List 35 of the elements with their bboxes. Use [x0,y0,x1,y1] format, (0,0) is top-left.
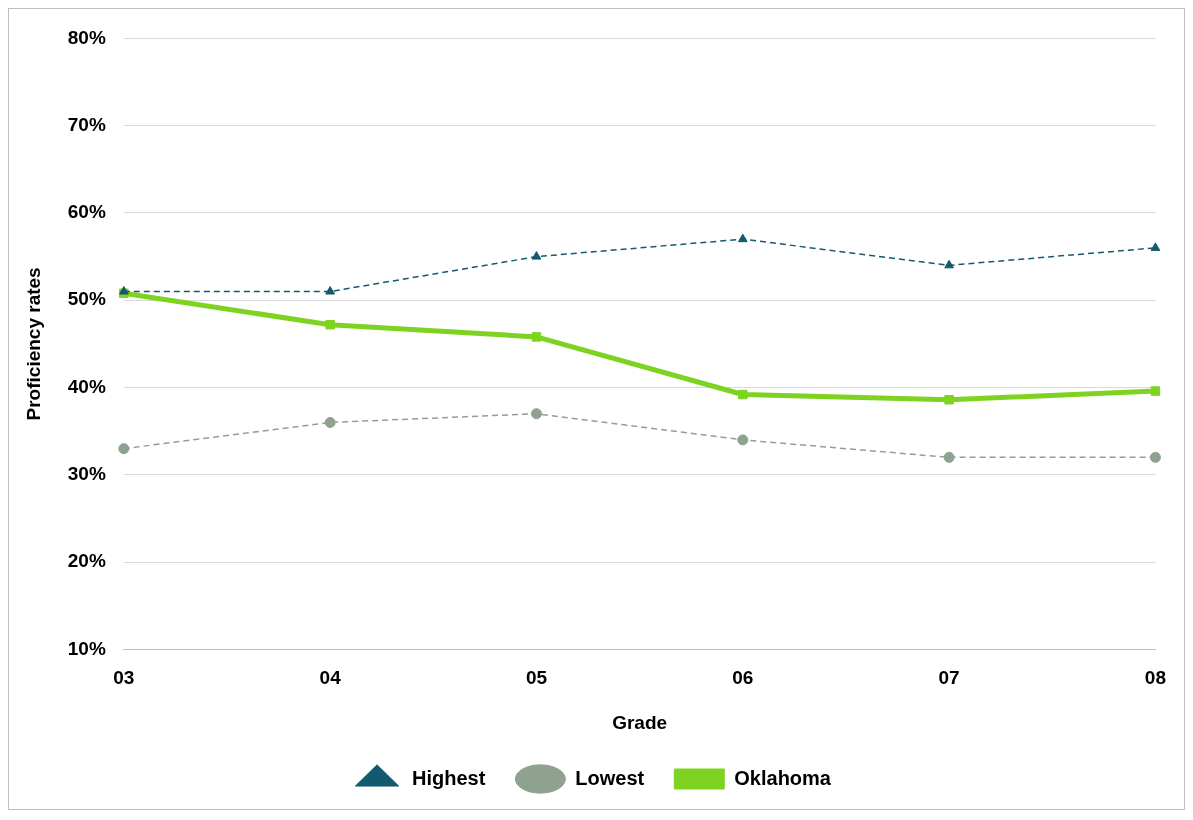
point [1150,386,1161,396]
y-tick-label: 40% [67,375,106,397]
point [738,389,748,400]
y-axis-title: Proficiency rates [22,267,44,421]
point [118,443,130,455]
point [325,286,335,295]
legend-label: Highest [412,766,486,789]
x-tick-label: 05 [525,667,548,689]
y-tick-label: 10% [67,637,106,659]
point [324,416,336,428]
point [737,434,749,446]
x-tick-label: 07 [938,667,960,689]
point [737,233,748,243]
y-tick-label: 30% [67,463,106,485]
point [1150,242,1161,251]
point [1149,451,1161,463]
point [325,319,335,330]
y-tick-label: 80% [67,26,106,48]
legend-label: Oklahoma [734,766,832,789]
point [944,395,954,405]
x-tick-label: 03 [113,667,135,689]
y-tick-label: 50% [67,288,106,310]
point [944,259,954,269]
point [531,332,542,342]
x-tick-label: 08 [1144,667,1166,689]
x-tick-label: 04 [319,667,342,689]
point [943,451,955,463]
point [530,408,542,420]
x-tick-label: 06 [732,667,754,689]
x-axis-title: Grade [612,711,668,733]
y-tick-label: 20% [67,550,106,572]
y-tick-label: 70% [67,113,106,135]
y-tick-label: 60% [67,201,106,223]
point [531,251,542,260]
legend-label: Lowest [575,766,645,789]
